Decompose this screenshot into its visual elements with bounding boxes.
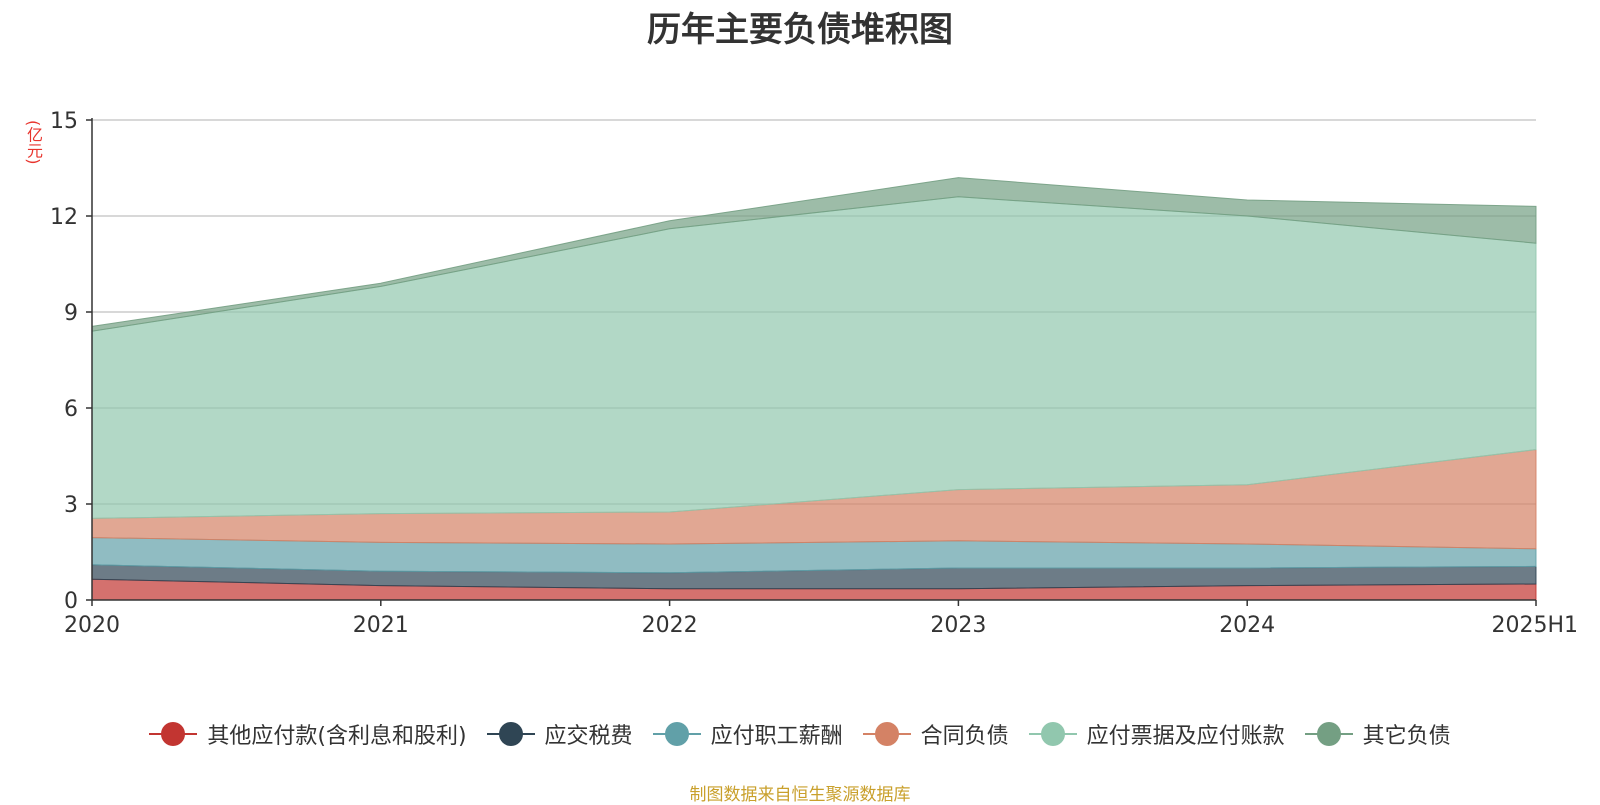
legend-item[interactable]: 应交税费 [486,718,633,750]
x-tick-label: 2025H1 [1491,613,1578,638]
x-tick-label: 2020 [64,613,120,638]
legend-marker-icon [652,722,701,746]
y-tick-label: 6 [64,397,78,422]
y-tick-label: 12 [50,205,78,230]
legend-item[interactable]: 合同负债 [862,718,1009,750]
x-tick-label: 2021 [353,613,409,638]
y-tick-label: 3 [64,493,78,518]
legend-label: 其他应付款(含利息和股利) [207,724,467,749]
legend-marker-icon [486,722,535,746]
legend-label: 应交税费 [544,724,633,749]
y-axis-unit-label: (亿元) [24,120,43,165]
legend-marker-icon [1304,722,1353,746]
area-series-5 [91,196,1537,519]
legend-marker-icon [149,722,198,746]
source-note: 制图数据来自恒生聚源数据库 [689,785,911,805]
x-tick-label: 2024 [1219,613,1275,638]
legend-item[interactable]: 应付职工薪酬 [652,718,843,750]
legend-label: 合同负债 [920,724,1009,749]
area-series-layer [91,177,1537,601]
axes: 0 3 6 9 12 15 2020 2021 2022 2023 2024 2025H1 [50,109,1578,638]
legend-marker-icon [1028,722,1077,746]
y-tick-label: 15 [50,109,78,134]
legend-label: 应付职工薪酬 [710,724,843,749]
area-series-6 [91,177,1537,332]
legend: 其他应付款(含利息和股利) 应交税费 应付职工薪酬 合同负债 应付票据及应付账款 其它负债 [0,718,1600,750]
legend-label: 其它负债 [1362,724,1451,749]
legend-item[interactable]: 其他应付款(含利息和股利) [149,718,467,750]
legend-item[interactable]: 应付票据及应付账款 [1028,718,1285,750]
y-tick-label: 9 [64,301,78,326]
x-tick-label: 2022 [642,613,698,638]
legend-marker-icon [862,722,911,746]
chart-title: 历年主要负债堆积图 [647,10,953,50]
y-tick-label: 0 [64,589,78,614]
x-tick-label: 2023 [930,613,986,638]
legend-item[interactable]: 其它负债 [1304,718,1451,750]
legend-label: 应付票据及应付账款 [1086,724,1285,749]
